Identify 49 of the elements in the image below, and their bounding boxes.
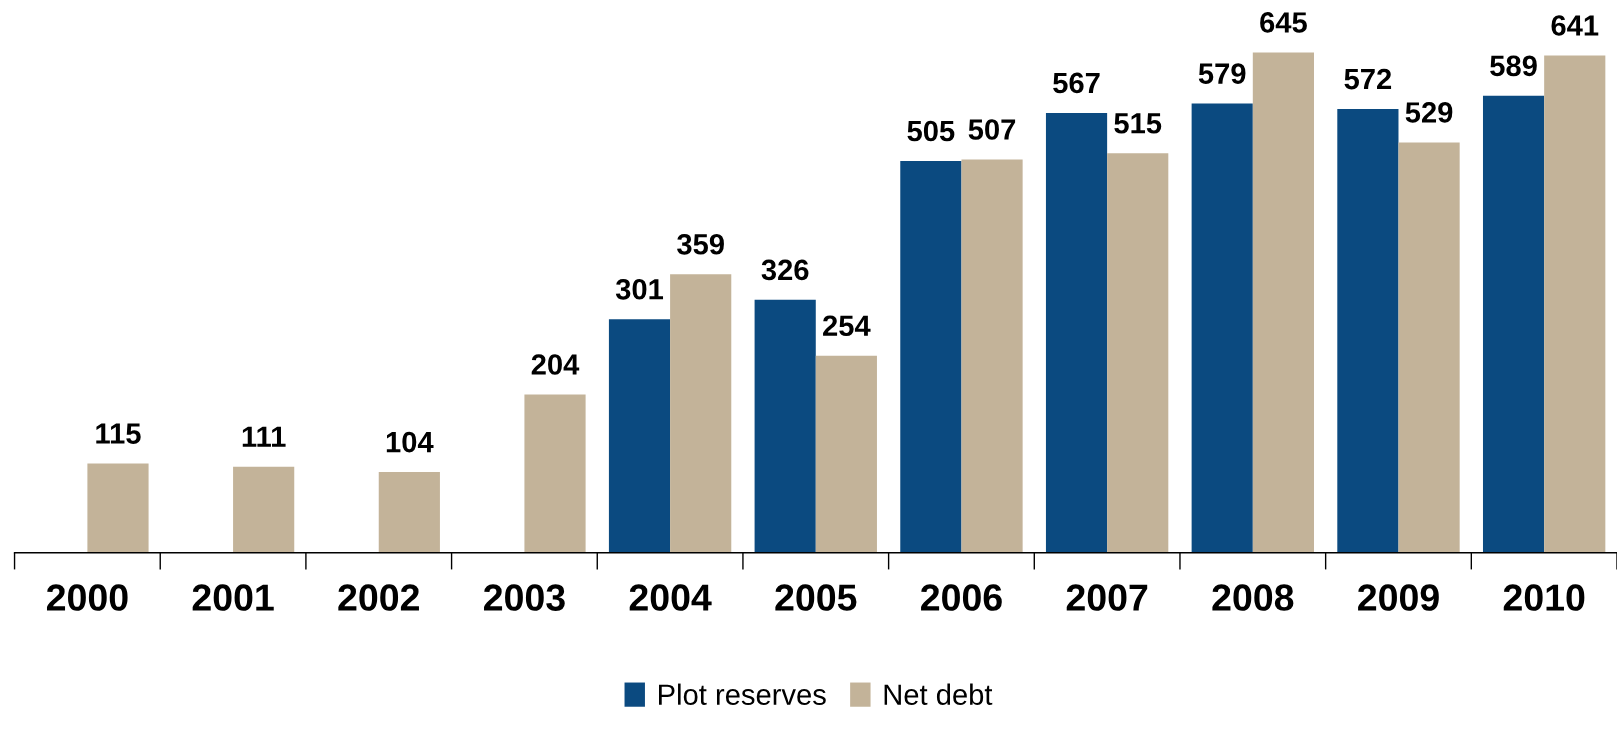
- data-label: 301: [615, 278, 664, 300]
- bar: [754, 299, 816, 553]
- data-label: 326: [761, 259, 809, 281]
- x-tick-label: 2006: [921, 584, 1002, 611]
- bar: [1482, 95, 1545, 553]
- x-tick-label: 2008: [1212, 584, 1294, 611]
- legend-label: Plot reserves: [659, 683, 826, 705]
- data-label: 645: [1260, 12, 1307, 33]
- data-label: 115: [96, 423, 141, 444]
- bar: [900, 161, 962, 553]
- data-label: 589: [1490, 55, 1537, 77]
- bar: [1337, 109, 1399, 553]
- data-label: 111: [242, 426, 286, 447]
- data-label: 507: [968, 119, 1016, 140]
- data-label: 515: [1114, 113, 1162, 134]
- data-label: 579: [1198, 63, 1246, 84]
- x-tick-label: 2002: [338, 584, 419, 611]
- x-tick-label: 2005: [775, 584, 857, 611]
- data-label: 505: [907, 120, 955, 142]
- data-label: 104: [386, 431, 434, 453]
- bar: [233, 466, 295, 553]
- bar: [1398, 142, 1460, 553]
- data-label: 572: [1344, 68, 1392, 90]
- data-label: 254: [823, 315, 871, 337]
- data-label: 359: [677, 233, 724, 255]
- data-label: 567: [1053, 72, 1100, 94]
- data-label: 641: [1551, 15, 1599, 36]
- bar: [815, 355, 877, 553]
- x-tick-label: 2010: [1503, 584, 1585, 611]
- x-tick-label: 2009: [1358, 584, 1439, 611]
- bar: [1107, 153, 1169, 553]
- bar: [1544, 55, 1606, 553]
- bar: [1191, 103, 1253, 553]
- x-tick-label: 2004: [629, 584, 712, 611]
- x-tick-label: 2001: [192, 584, 274, 611]
- x-tick-label: 2000: [46, 584, 128, 611]
- data-label: 529: [1405, 102, 1453, 123]
- x-tick-label: 2003: [484, 584, 565, 611]
- bar: [670, 274, 732, 553]
- data-label: 204: [531, 354, 580, 375]
- bar: [378, 472, 440, 553]
- bar: [608, 319, 671, 553]
- bar: [1252, 52, 1314, 553]
- bar: [961, 159, 1023, 553]
- bar: [1045, 112, 1108, 553]
- bar: [87, 463, 149, 553]
- legend-label: Net debt: [884, 683, 993, 705]
- bar: [524, 394, 586, 553]
- x-tick-label: 2007: [1066, 584, 1148, 611]
